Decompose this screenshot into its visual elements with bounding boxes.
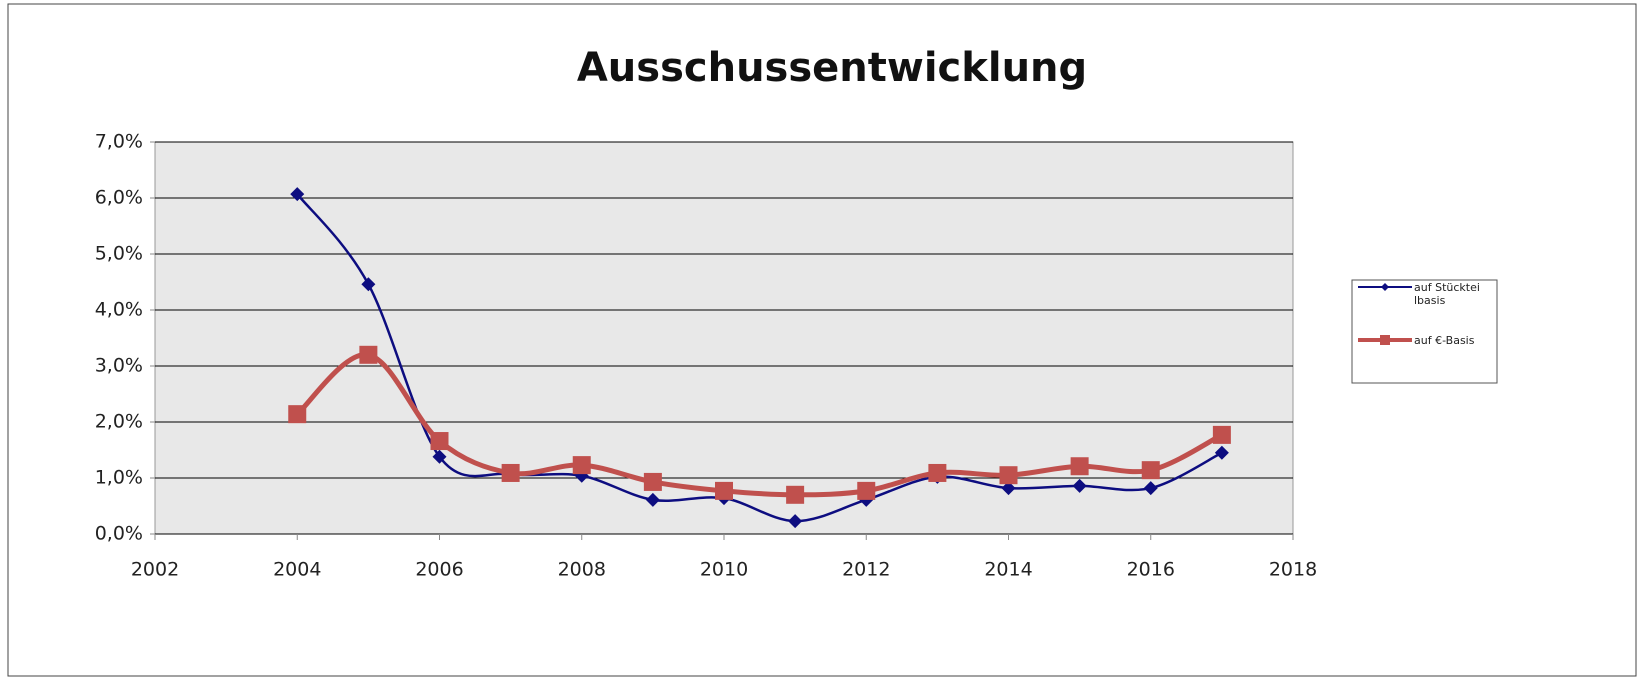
marker [290, 187, 305, 202]
marker [1141, 461, 1160, 480]
x-tick-label: 2006 [415, 559, 463, 581]
marker [1001, 481, 1016, 496]
marker [1212, 425, 1231, 444]
marker [928, 463, 947, 482]
marker [645, 492, 660, 507]
y-tick-label: 1,0% [95, 467, 143, 489]
y-tick-label: 6,0% [95, 187, 143, 209]
y-tick-label: 7,0% [95, 131, 143, 153]
y-tick-label: 2,0% [95, 411, 143, 433]
marker [430, 432, 449, 451]
legend-label: auf Stückteilbasis [1414, 281, 1480, 307]
legend-box [1351, 279, 1498, 384]
marker [1070, 457, 1089, 476]
marker [715, 481, 733, 500]
marker [1143, 481, 1158, 496]
marker [288, 405, 307, 424]
marker [572, 456, 591, 475]
x-tick-label: 2002 [131, 559, 179, 581]
legend-label: auf €-Basis [1414, 334, 1475, 347]
y-tick-label: 0,0% [95, 523, 143, 545]
y-tick-label: 5,0% [95, 243, 143, 265]
x-tick-label: 2010 [700, 559, 748, 581]
marker [361, 277, 376, 292]
marker [501, 463, 520, 482]
x-tick-label: 2014 [984, 559, 1032, 581]
legend-marker [1380, 335, 1390, 345]
marker [788, 514, 803, 529]
x-tick-label: 2004 [273, 559, 321, 581]
marker [1072, 478, 1087, 493]
marker [432, 449, 447, 464]
marker [643, 472, 662, 491]
y-tick-label: 3,0% [95, 355, 143, 377]
marker [1214, 445, 1229, 460]
x-tick-label: 2008 [558, 559, 606, 581]
x-tick-label: 2018 [1269, 559, 1317, 581]
plot-area [154, 141, 1294, 535]
marker [999, 466, 1018, 485]
legend-marker [1381, 283, 1389, 291]
chart-title: Ausschussentwicklung [577, 45, 1087, 91]
marker [786, 485, 805, 504]
x-tick-label: 2016 [1127, 559, 1175, 581]
marker [857, 481, 876, 500]
x-tick-label: 2012 [842, 559, 890, 581]
marker [359, 345, 378, 364]
y-tick-label: 4,0% [95, 299, 143, 321]
